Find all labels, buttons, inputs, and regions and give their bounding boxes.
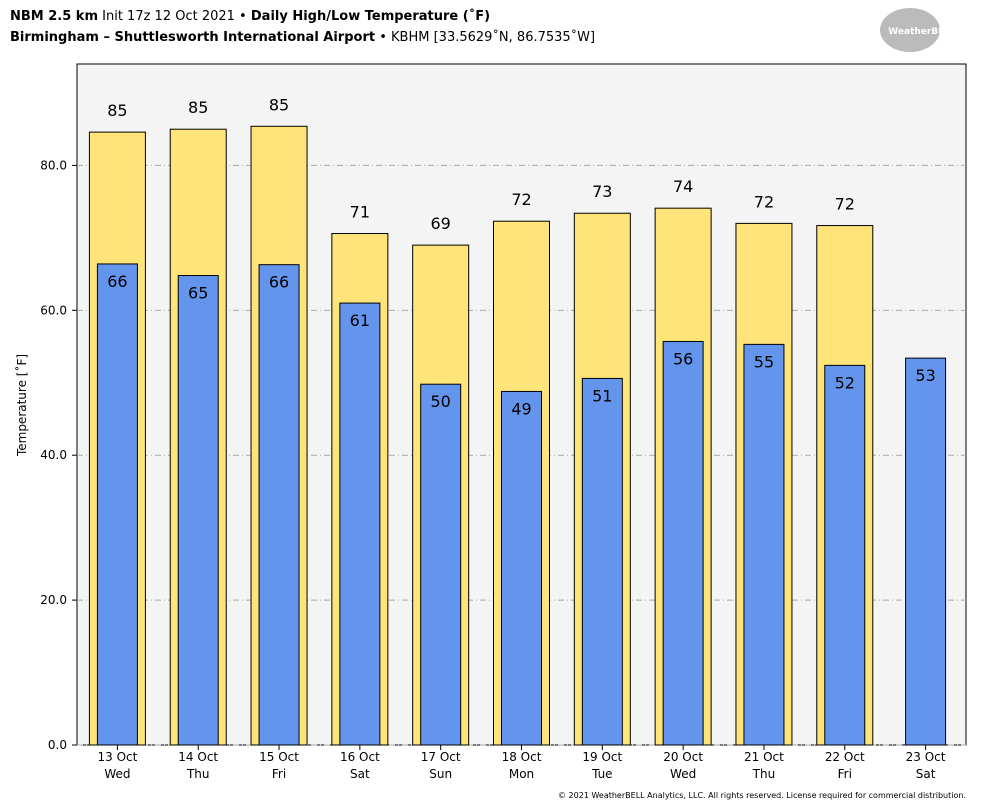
- value-label: 69: [431, 214, 451, 233]
- bar: [339, 302, 381, 746]
- init: Init 17z 12 Oct 2021 •: [102, 9, 247, 24]
- chart-title: Daily High/Low Temperature (˚F): [251, 8, 490, 24]
- x-tick-label: 19 Oct: [582, 750, 622, 764]
- x-tick-label: Tue: [591, 767, 613, 781]
- value-label: 85: [269, 95, 289, 114]
- x-tick-label: 17 Oct: [421, 750, 461, 764]
- value-label: 53: [915, 366, 935, 385]
- chart-header: NBM 2.5 km Init 17z 12 Oct 2021 • Daily …: [10, 8, 490, 24]
- x-tick-label: Mon: [509, 767, 534, 781]
- value-label: 50: [431, 392, 451, 411]
- value-label: 65: [188, 284, 208, 303]
- value-label: 66: [107, 272, 127, 291]
- x-tick-label: Thu: [186, 767, 210, 781]
- y-axis-label: Temperature [˚F]: [14, 354, 29, 457]
- value-label: 74: [673, 177, 693, 196]
- x-tick-label: 16 Oct: [340, 750, 380, 764]
- bar: [581, 377, 623, 746]
- x-tick-label: 20 Oct: [663, 750, 703, 764]
- value-label: 52: [835, 373, 855, 392]
- model: NBM 2.5 km: [10, 9, 98, 24]
- logo-mark: [880, 8, 940, 52]
- value-label: 85: [107, 101, 127, 120]
- value-label: 72: [754, 192, 774, 211]
- x-tick-label: Sat: [350, 767, 370, 781]
- chart-subheader: Birmingham – Shuttlesworth International…: [10, 29, 595, 45]
- bar: [420, 383, 462, 746]
- bar: [258, 264, 300, 746]
- value-label: 72: [835, 195, 855, 214]
- bar: [96, 263, 138, 746]
- x-tick-label: Fri: [272, 767, 286, 781]
- bar: [905, 357, 947, 746]
- value-label: 73: [592, 182, 612, 201]
- y-tick-label: 60.0: [40, 303, 67, 317]
- x-tick-label: Wed: [670, 767, 696, 781]
- x-tick-label: Thu: [752, 767, 776, 781]
- x-tick-label: Fri: [838, 767, 852, 781]
- x-tick-label: 14 Oct: [178, 750, 218, 764]
- subtitle: • KBHM [33.5629˚N, 86.7535˚W]: [379, 29, 595, 45]
- bar: [824, 364, 866, 746]
- x-tick-label: 18 Oct: [502, 750, 542, 764]
- x-tick-label: Wed: [104, 767, 130, 781]
- location: Birmingham – Shuttlesworth International…: [10, 30, 375, 45]
- x-tick-label: Sat: [916, 767, 936, 781]
- value-label: 85: [188, 98, 208, 117]
- bar: [177, 275, 219, 746]
- value-label: 56: [673, 349, 693, 368]
- y-tick-label: 80.0: [40, 158, 67, 172]
- bar: [501, 390, 542, 746]
- value-label: 72: [511, 190, 531, 209]
- x-tick-label: 15 Oct: [259, 750, 299, 764]
- x-tick-label: Sun: [429, 767, 452, 781]
- value-label: 51: [592, 386, 612, 405]
- x-tick-label: 23 Oct: [906, 750, 946, 764]
- value-label: 55: [754, 352, 774, 371]
- x-tick-label: 21 Oct: [744, 750, 784, 764]
- value-label: 66: [269, 273, 289, 292]
- y-tick-label: 20.0: [40, 593, 67, 607]
- x-tick-label: 13 Oct: [97, 750, 137, 764]
- x-tick-label: 22 Oct: [825, 750, 865, 764]
- logo: WeatherBELL: [888, 27, 956, 37]
- bar: [743, 343, 785, 746]
- bar: [662, 340, 704, 746]
- value-label: 71: [350, 203, 370, 222]
- y-tick-label: 0.0: [48, 738, 67, 752]
- y-tick-label: 40.0: [40, 448, 67, 462]
- footer: © 2021 WeatherBELL Analytics, LLC. All r…: [558, 791, 966, 800]
- value-label: 49: [511, 399, 531, 418]
- value-label: 61: [350, 311, 370, 330]
